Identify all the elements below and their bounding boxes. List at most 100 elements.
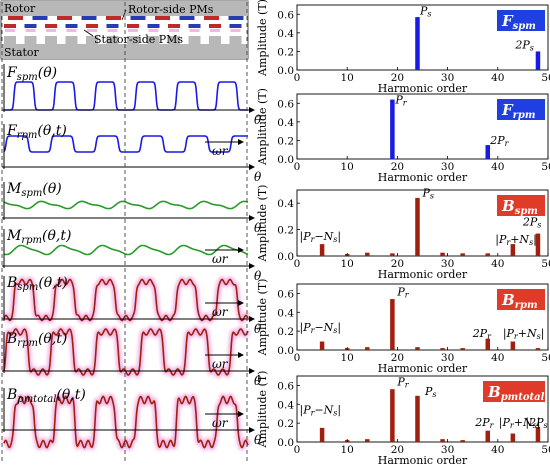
spectrum-chart-rpm: 0 10 20 30 40 50 0.0 0.2 0.4 0.6 Harmonic order Amp… — [256, 279, 550, 375]
theta-axis-arrow — [249, 107, 255, 113]
y-tick-label: 0.6 — [277, 288, 294, 300]
stator-pm-magnet — [188, 24, 201, 28]
harmonic-annotation: 2Pr — [474, 416, 494, 430]
rotor-pm-magnet — [81, 16, 97, 20]
y-tick-label: 0.2 — [277, 326, 294, 338]
bar-harmonic-48 — [535, 233, 541, 256]
waveform-label-frpm: Frpm(θ,t) — [6, 123, 67, 141]
rotation-arrowhead — [238, 139, 244, 145]
bar-harmonic-19 — [390, 299, 395, 350]
y-tick-label: 0.6 — [277, 9, 294, 21]
rotation-arrowhead — [238, 352, 244, 358]
bar-harmonic-5 — [319, 427, 325, 442]
y-tick-label: 0.6 — [277, 380, 294, 392]
series-badge-box — [497, 195, 545, 216]
theta-axis-label: θ — [254, 322, 262, 336]
bar-harmonic-38 — [485, 253, 491, 256]
rotor-pm-magnet — [130, 16, 146, 20]
theta-axis-label: θ — [254, 433, 262, 447]
rotor-pm-magnet — [8, 16, 23, 20]
theta-axis-arrow — [249, 215, 255, 221]
rotor-pm-magnet — [57, 16, 72, 20]
bar-harmonic-48 — [535, 348, 541, 350]
x-tick-label: 0 — [294, 352, 301, 364]
theta-axis-arrow — [249, 316, 255, 322]
y-tick-label: 0.4 — [277, 117, 294, 129]
theta-axis-label: θ — [254, 374, 262, 388]
stator-teeth — [4, 36, 242, 44]
stator-pm-slot — [148, 29, 159, 32]
stator-pm-slot — [87, 29, 97, 32]
waveform-label-brpm: Brpm(θ,t) — [6, 331, 67, 349]
bar-harmonic-24 — [415, 197, 420, 256]
y-tick-label: 0.4 — [277, 307, 294, 319]
x-tick-label: 10 — [341, 352, 354, 364]
series-badge-label: Bspm — [501, 197, 538, 217]
rotation-speed-label: ωr — [212, 305, 229, 319]
bar-harmonic-48 — [535, 51, 541, 70]
y-tick-label: 0.2 — [277, 46, 294, 58]
theta-axis-arrow — [249, 263, 255, 269]
y-axis-label: Amplitude (T) — [256, 0, 269, 77]
waveform-panel-mrpm: θ Mrpm(θ,t) ωr — [2, 228, 262, 283]
stator-tooth — [4, 36, 16, 44]
series-badge-label: Brpm — [501, 291, 538, 311]
y-tick-label: 0.4 — [277, 198, 294, 210]
stator-pm-magnet — [45, 24, 57, 28]
x-tick-label: 30 — [441, 72, 454, 84]
waveform-curve-bpmtotal — [3, 395, 249, 449]
bar-harmonic-38 — [485, 430, 491, 442]
bar-harmonic-14 — [365, 252, 370, 256]
waveform-panels: θ Fspm(θ) θ Frpm(θ,t) ωr θ Mspm(θ) θ Mrpm(θ,t) ωr… — [1, 64, 262, 452]
bar-harmonic-24 — [415, 347, 420, 350]
y-axis-label: Amplitude (T) — [256, 279, 269, 357]
stator-side-pms — [4, 24, 242, 32]
x-tick-label: 0 — [294, 161, 301, 173]
harmonic-annotation: 2Pr — [472, 327, 492, 341]
y-tick-label: 0.2 — [277, 418, 294, 430]
x-tick-label: 30 — [441, 258, 454, 270]
stator-pm-magnet — [229, 24, 242, 28]
stator-pm-magnet — [4, 24, 16, 28]
waveform-label-mrpm: Mrpm(θ,t) — [6, 228, 71, 246]
rotor-side-pms — [8, 16, 244, 20]
y-tick-label: 0.0 — [277, 251, 294, 263]
y-axis-label: Amplitude (T) — [256, 185, 269, 263]
x-tick-label: 20 — [391, 258, 404, 270]
series-badge-label: Bpmtotal — [487, 383, 545, 403]
waveform-panel-bspm: θ Bspm(θ,t) ωr — [1, 275, 262, 336]
rotor-pm-magnet — [32, 16, 48, 20]
rotation-speed-label: ωr — [212, 144, 229, 158]
stator-pm-slot — [5, 29, 15, 32]
y-axis-label: Amplitude (T) — [256, 371, 269, 449]
stator-pm-slot — [46, 29, 56, 32]
y-tick-label: 0.6 — [277, 98, 294, 110]
x-tick-label: 40 — [491, 161, 504, 173]
rotation-arrowhead — [238, 411, 244, 417]
series-badge-box — [497, 289, 545, 310]
bar-harmonic-29 — [440, 439, 445, 442]
x-tick-label: 30 — [441, 352, 454, 364]
waveform-panel-fspm: θ Fspm(θ) — [2, 64, 262, 127]
stator-core — [1, 44, 248, 59]
rotor-pm-magnet — [106, 16, 121, 20]
stator-pm-slot — [25, 29, 36, 32]
rotor-pm-label: Rotor-side PMs — [128, 3, 214, 16]
theta-axis-label: θ — [254, 221, 262, 235]
y-tick-label: 0.0 — [277, 154, 294, 166]
harmonic-annotation: Pr — [396, 285, 409, 299]
bar-harmonic-48 — [535, 426, 541, 442]
waveform-curve-fspm — [4, 81, 248, 111]
waveform-curve-bspm — [3, 278, 249, 322]
x-tick-label: 30 — [441, 161, 454, 173]
stator-pm-magnet — [86, 24, 98, 28]
bar-harmonic-43 — [510, 433, 516, 442]
stator-tooth — [147, 36, 160, 44]
harmonic-annotation: Ps — [422, 187, 435, 201]
x-tick-label: 10 — [341, 72, 354, 84]
x-axis-label: Harmonic order — [378, 268, 468, 281]
x-tick-label: 50 — [541, 72, 550, 84]
bar-harmonic-24 — [415, 17, 420, 71]
stator-pm-leader — [83, 29, 94, 37]
